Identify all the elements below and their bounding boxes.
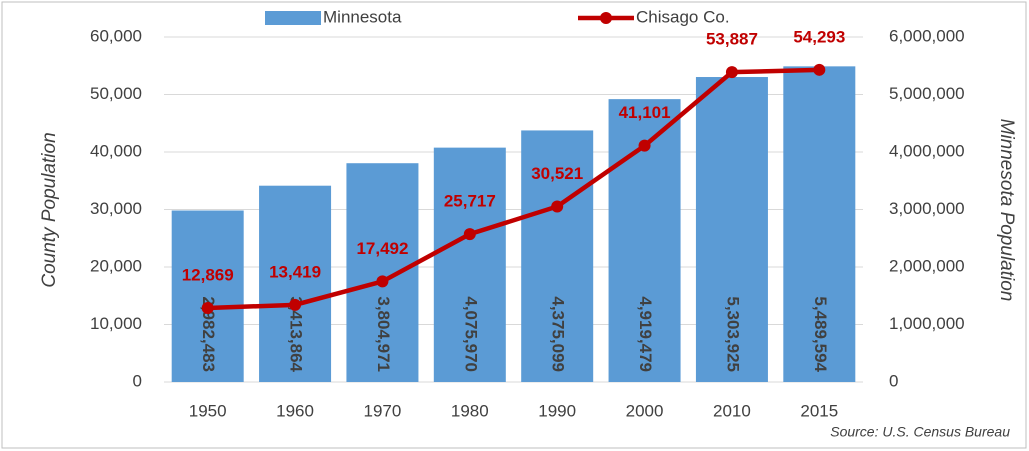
y-tick-label: 50,000 [90,84,142,103]
source-note: Source: U.S. Census Bureau [830,424,1010,440]
y-tick-label: 10,000 [90,314,142,333]
line-value-label: 30,521 [531,164,583,183]
line-point [813,63,826,76]
x-tick-label: 2010 [713,401,751,420]
legend-swatch [265,11,321,25]
y2-tick-label: 6,000,000 [889,26,965,45]
line [207,67,820,311]
bar [695,77,768,382]
line-point [201,302,214,315]
line-value-label: 25,717 [444,192,496,211]
y-tick-label: 60,000 [90,26,142,45]
bar-value-label: 4,375,099 [549,296,568,372]
x-tick-label: 1970 [364,401,402,420]
x-tick-label: 1980 [451,401,489,420]
x-tick-label: 1990 [538,401,576,420]
bar-value-label: 2,982,483 [199,296,218,372]
y2-tick-label: 3,000,000 [889,199,965,218]
line-value-label: 17,492 [356,239,408,258]
line-point [725,66,738,79]
x-tick-label: 1960 [276,401,314,420]
y-axis-title: County Population [39,132,60,287]
y2-tick-label: 0 [889,371,898,390]
bar [346,163,419,382]
legend-label: Chisago Co. [636,7,730,26]
bar [259,185,332,382]
x-tick-label: 2015 [800,401,838,420]
line-value-label: 41,101 [619,103,671,122]
y-tick-label: 30,000 [90,199,142,218]
bar-value-label: 3,413,864 [287,296,306,372]
line-value-label: 53,887 [706,30,758,49]
x-tick-label: 2000 [626,401,664,420]
line-value-label: 54,293 [793,27,845,46]
legend-label: Minnesota [323,7,402,26]
bar-value-label: 4,075,970 [461,296,480,372]
bar [521,130,594,382]
line-point [463,228,476,241]
x-tick-label: 1950 [189,401,227,420]
y2-tick-label: 2,000,000 [889,256,965,275]
y-tick-label: 0 [133,371,142,390]
y2-tick-label: 4,000,000 [889,141,965,160]
line-point [289,298,302,311]
y-tick-label: 20,000 [90,256,142,275]
bar [783,66,856,383]
y2-axis-title: Minnesota Population [996,119,1017,302]
line-point [551,200,564,213]
line-point [376,275,389,288]
y-tick-label: 40,000 [90,141,142,160]
bar-value-label: 5,489,594 [811,296,830,372]
bar-value-label: 4,919,479 [636,296,655,372]
line-value-label: 13,419 [269,262,321,281]
bar-value-label: 5,303,925 [723,296,742,372]
y2-tick-label: 5,000,000 [889,84,965,103]
bar [171,210,244,382]
line-point [638,139,651,152]
bar-value-label: 3,804,971 [374,296,393,372]
bar [433,147,506,382]
y2-tick-label: 1,000,000 [889,314,965,333]
legend-marker [600,12,612,24]
line-value-label: 12,869 [182,265,234,284]
